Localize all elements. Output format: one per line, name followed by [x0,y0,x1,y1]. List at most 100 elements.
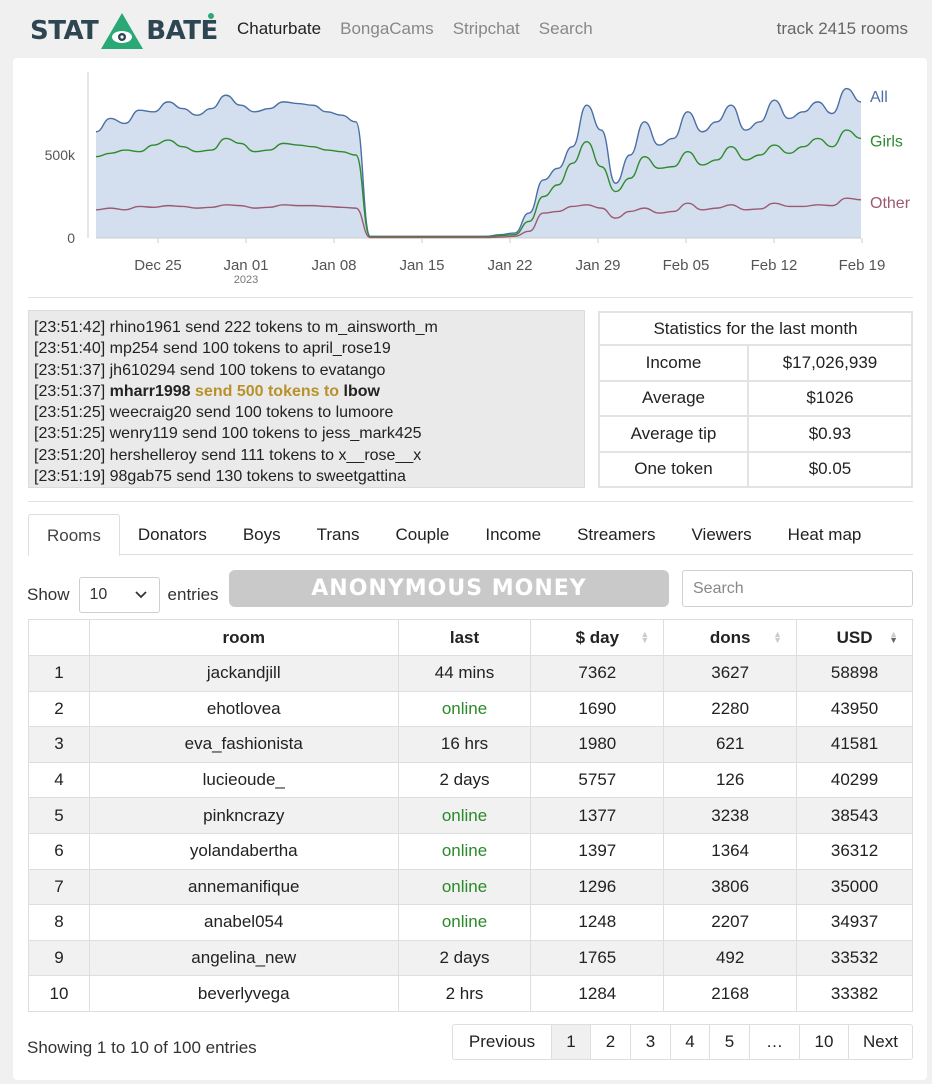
log-action: send 100 tokens to [195,404,332,422]
show-label: Show [27,585,70,604]
col-header-dons[interactable]: dons ▲ ▼ [663,619,798,656]
log-action: send 111 tokens to [201,446,335,464]
last-seen: online [397,868,532,906]
log-line: [23:51:20] hershelleroy send 111 tokens … [34,445,579,466]
tab-streamers[interactable]: Streamers [577,525,656,544]
x-tick-label: Jan 08 [311,257,356,274]
table-row[interactable]: 1 jackandjill 44 mins 7362 3627 58898 [28,655,913,692]
nav-stripchat[interactable]: Stripchat [452,19,520,38]
x-tick-label: Jan 22 [487,257,532,274]
table-row[interactable]: 3 eva_fashionista 16 hrs 1980 621 41581 [28,726,913,763]
col-header-usd[interactable]: USD ▲ ▼ [796,619,913,656]
tab-heat-map[interactable]: Heat map [787,525,862,544]
table-row[interactable]: 2 ehotlovea online 1690 2280 43950 [28,690,913,728]
room-name[interactable]: anabel054 [88,904,399,941]
log-time: [23:51:37] [34,361,106,379]
room-name[interactable]: jackandjill [88,655,399,692]
table-row[interactable]: 5 pinkncrazy online 1377 3238 38543 [28,797,913,834]
table-row[interactable]: 7 annemanifique online 1296 3806 35000 [28,868,913,906]
page-button-3[interactable]: 3 [630,1025,670,1059]
page-button-5[interactable]: 5 [709,1025,749,1059]
log-time: [23:51:40] [34,340,106,358]
rooms-table: room last $ day ▲ ▼ dons ▲ ▼ USD ▲ ▼ 1 jackandj… [28,619,913,1012]
legend-label-all: All [870,89,888,106]
tab-donators[interactable]: Donators [137,525,207,544]
log-line: [23:51:40] mp254 send 100 tokens to apri… [34,338,579,359]
page-button-2[interactable]: 2 [590,1025,630,1059]
tab-couple[interactable]: Couple [395,525,450,544]
dons-value: 621 [663,726,798,763]
entries-label: entries [167,585,219,604]
entries-select[interactable]: 10 [78,577,160,613]
log-time: [23:51:42] [34,319,106,336]
row-index: 6 [28,832,90,870]
tab-trans[interactable]: Trans [316,525,360,544]
usd-value: 40299 [796,761,913,799]
room-name[interactable]: ehotlovea [88,690,399,728]
logo[interactable]: STAT BATE [30,9,218,53]
logo-dot [208,13,214,19]
search-input[interactable] [682,570,913,607]
room-name[interactable]: beverlyvega [88,975,399,1012]
log-line: [23:51:37] mharr1998 send 500 tokens to … [34,381,579,402]
nav-chaturbate[interactable]: Chaturbate [237,19,322,38]
log-user: rhino1961 [109,319,181,336]
usd-value: 58898 [796,655,913,692]
nav-bongacams[interactable]: BongaCams [340,19,434,38]
last-seen: online [397,690,532,728]
tab-viewers[interactable]: Viewers [691,525,752,544]
log-action: send 100 tokens to [179,361,316,379]
dons-value: 1364 [663,832,798,870]
page-button-1[interactable]: 1 [551,1025,590,1059]
room-name[interactable]: angelina_new [88,939,399,977]
stats-value: $0.93 [746,415,914,453]
col-header-room[interactable]: room [88,619,399,656]
last-seen: 44 mins [397,655,532,692]
room-name[interactable]: pinkncrazy [88,797,399,834]
main-panel: All Girls Other 0 500k Dec 25 Jan 01 Jan 08 Jan … [13,58,927,1080]
room-name[interactable]: eva_fashionista [88,726,399,763]
log-user: 98gab75 [109,468,172,486]
page-button-10[interactable]: 10 [799,1025,848,1059]
room-name[interactable]: yolandabertha [88,832,399,870]
stats-table: Statistics for the last month Income $17… [598,311,914,488]
log-user: mharr1998 [109,382,191,400]
nav-search[interactable]: Search [538,19,593,38]
dons-value: 3238 [663,797,798,834]
day-value: 1284 [530,975,665,1012]
page-ellipsis: … [749,1025,799,1059]
dons-value: 2207 [663,904,798,941]
dons-value: 2280 [663,690,798,728]
table-row[interactable]: 6 yolandabertha online 1397 1364 36312 [28,832,913,870]
series-line-girls [95,129,862,238]
log-target: sweetgattina [316,468,406,486]
room-name[interactable]: lucieoude_ [88,761,399,799]
tab-income[interactable]: Income [485,525,542,544]
log-time: [23:51:25] [34,404,106,422]
usd-value: 33382 [796,975,913,1012]
next-button[interactable]: Next [848,1025,912,1059]
page-button-4[interactable]: 4 [670,1025,709,1059]
sort-desc-icon: ▲ ▼ [889,629,898,645]
tab-rooms[interactable]: Rooms [28,514,120,556]
table-row[interactable]: 10 beverlyvega 2 hrs 1284 2168 33382 [28,975,913,1012]
usd-value: 35000 [796,868,913,906]
log-action: send 100 tokens to [163,340,299,358]
day-value: 7362 [530,655,665,692]
row-index: 10 [28,975,90,1012]
tab-bar: Rooms Donators Boys Trans Couple Income … [28,514,913,556]
room-name[interactable]: annemanifique [88,868,399,906]
entries-value: 10 [89,586,108,603]
log-line: [23:51:25] weecraig20 send 100 tokens to… [34,402,579,423]
x-tick-label: Jan 29 [575,257,620,274]
previous-button[interactable]: Previous [468,1032,536,1051]
col-header-last[interactable]: last [397,619,532,656]
table-row[interactable]: 8 anabel054 online 1248 2207 34937 [28,904,913,941]
last-seen: 16 hrs [397,726,532,763]
log-user: hershelleroy [109,446,197,464]
table-row[interactable]: 9 angelina_new 2 days 1765 492 33532 [28,939,913,977]
ad-banner[interactable]: ANONYMOUS MONEY [229,570,669,607]
col-header-day[interactable]: $ day ▲ ▼ [530,619,665,656]
table-row[interactable]: 4 lucieoude_ 2 days 5757 126 40299 [28,761,913,799]
tab-boys[interactable]: Boys [242,525,281,544]
